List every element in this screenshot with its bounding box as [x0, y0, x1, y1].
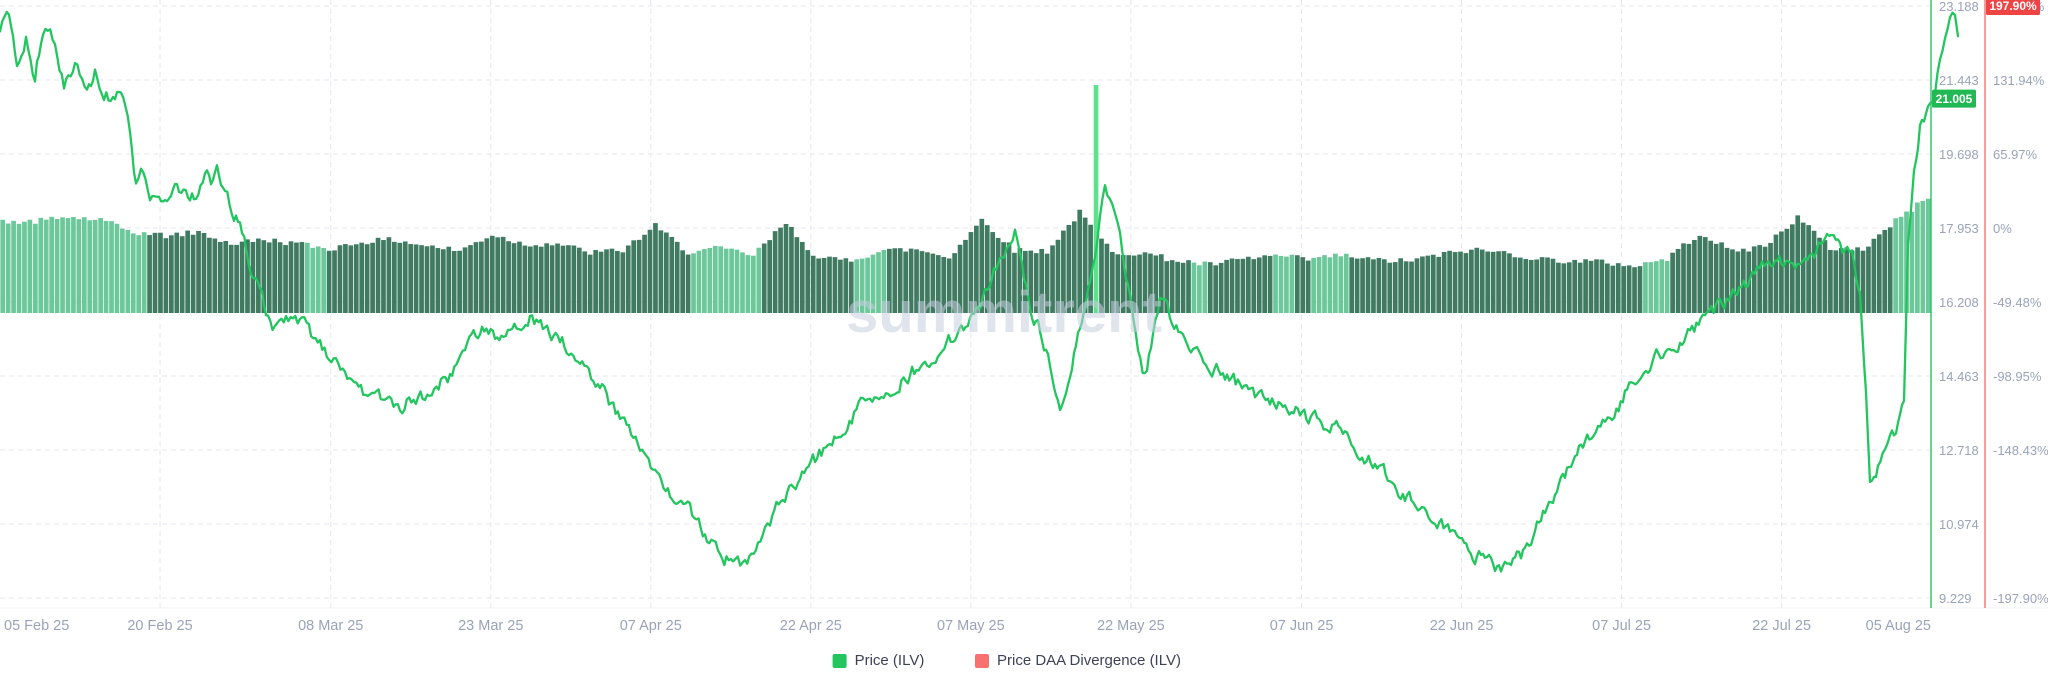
svg-text:12.718: 12.718	[1939, 443, 1979, 458]
svg-text:summitrent: summitrent	[846, 280, 1162, 345]
svg-text:07 May 25: 07 May 25	[937, 618, 1005, 634]
svg-text:-98.95%: -98.95%	[1993, 369, 2042, 384]
svg-text:07 Jul 25: 07 Jul 25	[1592, 618, 1651, 634]
svg-text:05 Aug 25: 05 Aug 25	[1866, 618, 1931, 634]
svg-text:0%: 0%	[1993, 221, 2012, 236]
svg-text:-148.43%: -148.43%	[1993, 443, 2048, 458]
svg-text:22 Jun 25: 22 Jun 25	[1430, 618, 1494, 634]
svg-text:22 Apr 25: 22 Apr 25	[780, 618, 842, 634]
svg-text:131.94%: 131.94%	[1993, 73, 2045, 88]
svg-text:-197.90%: -197.90%	[1993, 591, 2048, 606]
svg-text:07 Apr 25: 07 Apr 25	[620, 618, 682, 634]
svg-text:Price (ILV): Price (ILV)	[855, 652, 925, 669]
svg-text:14.463: 14.463	[1939, 369, 1979, 384]
svg-text:08 Mar 25: 08 Mar 25	[298, 618, 363, 634]
svg-text:07 Jun 25: 07 Jun 25	[1270, 618, 1334, 634]
svg-text:22 May 25: 22 May 25	[1097, 618, 1165, 634]
svg-text:9.229: 9.229	[1939, 591, 1972, 606]
svg-text:-49.48%: -49.48%	[1993, 295, 2042, 310]
svg-text:17.953: 17.953	[1939, 221, 1979, 236]
svg-text:65.97%: 65.97%	[1993, 147, 2038, 162]
svg-text:197.90%: 197.90%	[1989, 0, 2037, 13]
svg-text:10.974: 10.974	[1939, 517, 1979, 532]
svg-text:16.208: 16.208	[1939, 295, 1979, 310]
svg-text:23.188: 23.188	[1939, 0, 1979, 14]
svg-text:Price DAA Divergence (ILV): Price DAA Divergence (ILV)	[997, 652, 1181, 669]
svg-text:21.005: 21.005	[1936, 92, 1973, 106]
svg-text:23 Mar 25: 23 Mar 25	[458, 618, 523, 634]
svg-text:22 Jul 25: 22 Jul 25	[1752, 618, 1811, 634]
svg-text:20 Feb 25: 20 Feb 25	[127, 618, 192, 634]
svg-text:05 Feb 25: 05 Feb 25	[4, 618, 69, 634]
svg-text:19.698: 19.698	[1939, 147, 1979, 162]
svg-text:21.443: 21.443	[1939, 73, 1979, 88]
